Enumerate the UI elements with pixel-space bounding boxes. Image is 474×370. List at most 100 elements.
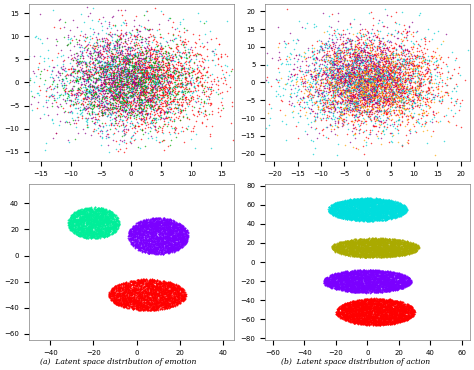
Point [67, 70, 74, 75]
Point [355, 202, 363, 208]
Point [323, 281, 331, 287]
Point [112, 105, 120, 111]
Point [399, 274, 406, 280]
Point [354, 278, 362, 283]
Point [179, 235, 187, 241]
Point [140, 303, 147, 309]
Point [73, 24, 81, 30]
Point [138, 62, 146, 68]
Point [362, 297, 370, 303]
Point [381, 203, 389, 209]
Point [315, 81, 322, 87]
Point [340, 199, 347, 205]
Point [365, 251, 373, 257]
Point [110, 84, 118, 90]
Point [156, 220, 164, 226]
Point [355, 46, 362, 52]
Point [341, 70, 349, 76]
Point [166, 95, 173, 101]
Point [328, 276, 336, 282]
Point [430, 100, 438, 105]
Point [371, 74, 379, 80]
Point [352, 271, 360, 277]
Point [328, 205, 335, 211]
Point [93, 212, 101, 218]
Point [335, 304, 343, 310]
Point [149, 282, 156, 287]
Point [348, 201, 356, 207]
Point [126, 232, 133, 238]
Point [406, 241, 413, 247]
Point [123, 53, 130, 59]
Point [414, 93, 421, 99]
Point [376, 240, 384, 246]
Point [128, 291, 136, 297]
Point [375, 239, 383, 245]
Point [369, 313, 376, 319]
Point [333, 115, 340, 121]
Point [340, 107, 347, 113]
Point [362, 236, 369, 242]
Point [370, 247, 378, 253]
Point [350, 279, 358, 285]
Point [403, 276, 410, 282]
Point [365, 57, 373, 63]
Point [371, 269, 378, 275]
Point [360, 199, 367, 205]
Point [92, 90, 100, 96]
Point [369, 315, 377, 321]
Point [91, 90, 99, 96]
Point [98, 211, 106, 217]
Point [165, 84, 173, 90]
Point [350, 82, 358, 88]
Point [358, 246, 366, 252]
Point [346, 284, 354, 290]
Point [371, 208, 378, 214]
Point [158, 248, 166, 254]
Point [118, 81, 126, 87]
Point [376, 305, 383, 311]
Point [343, 306, 351, 312]
Point [370, 203, 377, 209]
Point [144, 97, 152, 102]
Point [70, 225, 77, 231]
Point [164, 85, 171, 91]
Point [328, 278, 336, 284]
Point [152, 219, 159, 225]
Point [139, 290, 146, 296]
Point [142, 228, 149, 234]
Point [337, 201, 345, 206]
Point [360, 110, 367, 115]
Point [369, 210, 377, 216]
Point [111, 22, 118, 28]
Point [129, 299, 137, 305]
Point [390, 301, 397, 307]
Point [136, 244, 143, 250]
Point [356, 240, 363, 246]
Point [395, 307, 403, 313]
Point [349, 247, 356, 253]
Point [383, 24, 391, 30]
Point [351, 311, 358, 317]
Point [370, 306, 377, 312]
Point [374, 217, 382, 223]
Point [127, 287, 134, 293]
Point [367, 247, 374, 253]
Point [154, 67, 162, 73]
Point [112, 83, 120, 89]
Point [181, 92, 188, 98]
Point [163, 248, 170, 254]
Point [363, 199, 370, 205]
Point [350, 308, 358, 314]
Point [89, 110, 96, 115]
Point [356, 239, 364, 245]
Point [400, 75, 407, 81]
Point [394, 314, 401, 320]
Point [373, 102, 381, 108]
Point [133, 49, 140, 55]
Point [334, 248, 341, 254]
Point [368, 244, 376, 250]
Point [365, 253, 372, 259]
Point [141, 94, 148, 100]
Point [284, 40, 292, 46]
